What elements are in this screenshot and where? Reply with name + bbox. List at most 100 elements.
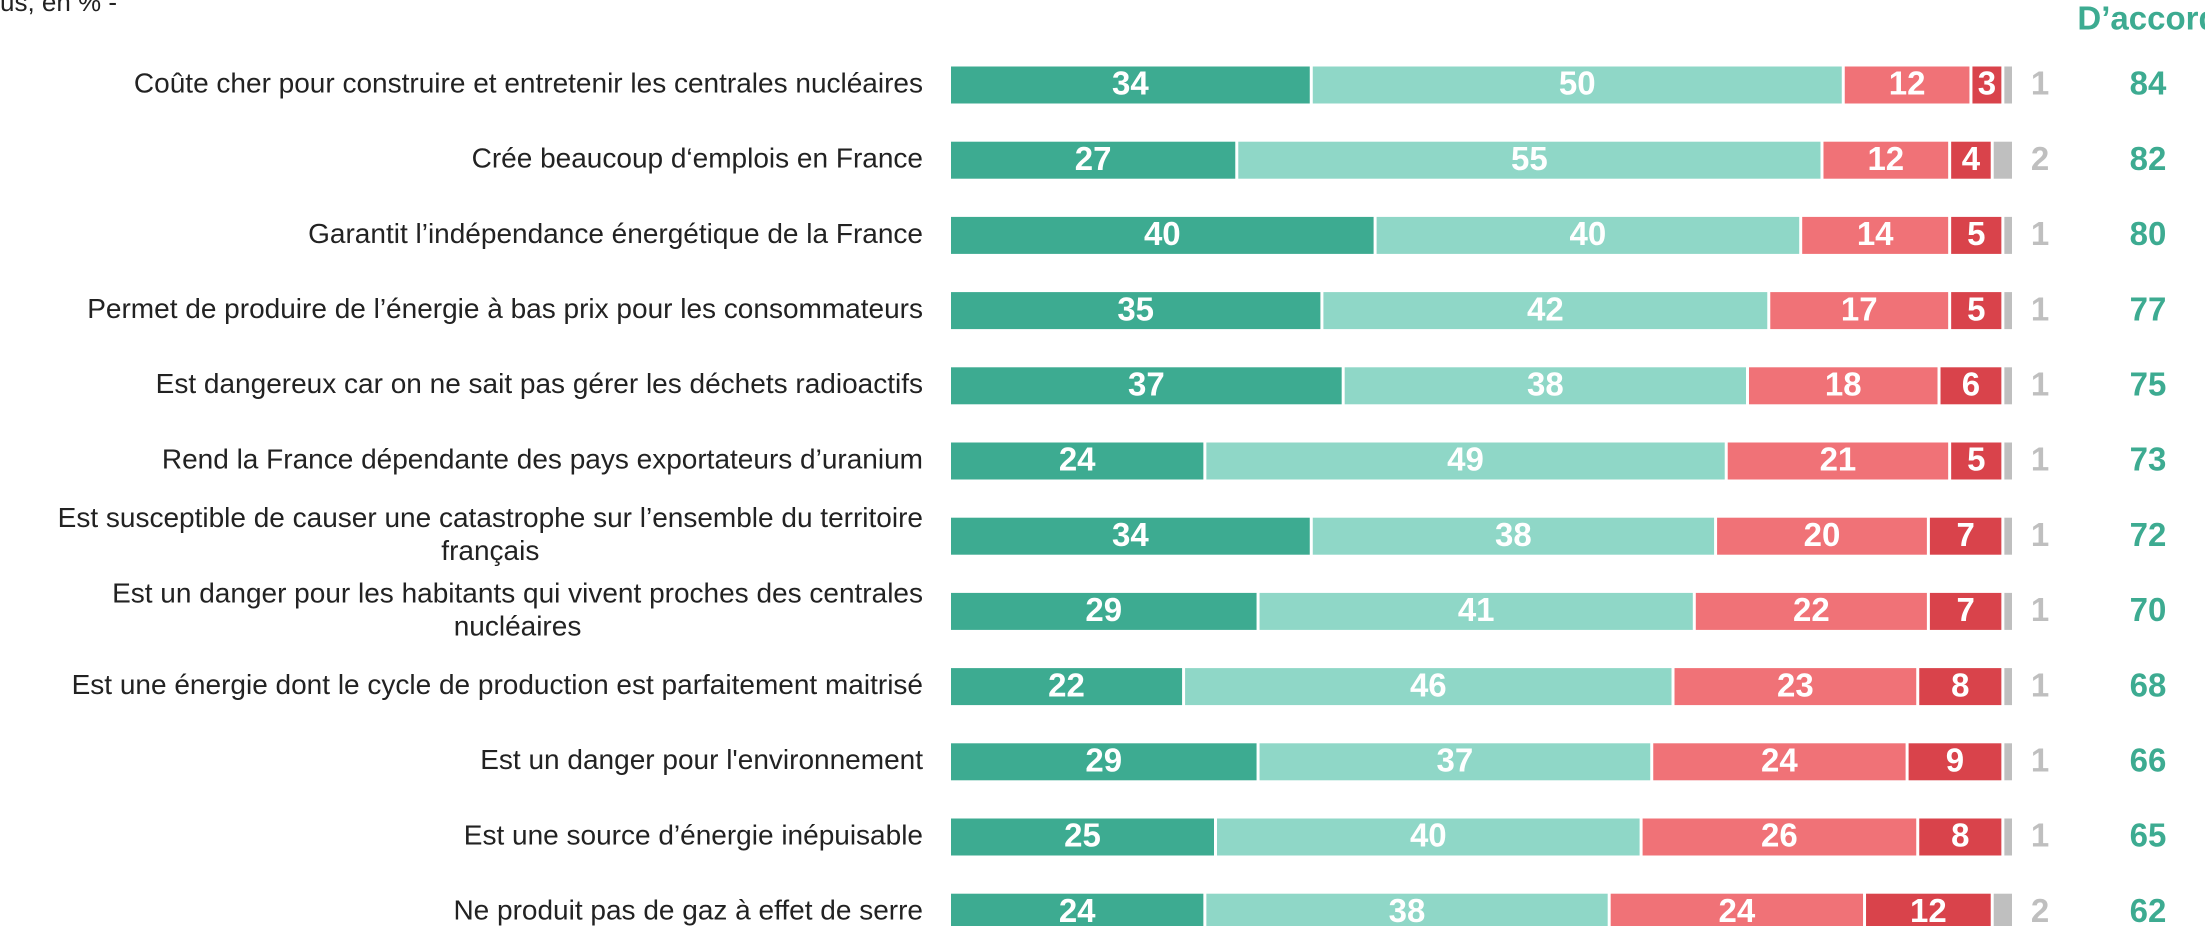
total-label: 68 (2130, 666, 2167, 703)
value-label: 34 (1112, 516, 1149, 553)
value-label: 26 (1761, 817, 1798, 854)
bar-segment (951, 668, 1183, 706)
value-label: 40 (1410, 817, 1447, 854)
bar-segment (951, 592, 1257, 630)
bar-segment (1993, 141, 2012, 179)
value-label: 38 (1527, 366, 1564, 403)
value-label: 38 (1495, 516, 1532, 553)
value-label: 42 (1527, 290, 1564, 327)
bar-segment (951, 292, 1321, 330)
value-label: 27 (1075, 140, 1112, 177)
category-label: Est une énergie dont le cycle de product… (72, 669, 923, 700)
category-label: Est un danger pour les habitants qui viv… (112, 578, 923, 642)
value-label: 22 (1048, 666, 1085, 703)
value-label: 8 (1951, 666, 1969, 703)
category-label: Crée beaucoup d‘emplois en France (472, 143, 923, 174)
bar-segment (1951, 216, 2002, 254)
total-label: 80 (2130, 215, 2167, 252)
total-label: 72 (2130, 516, 2167, 553)
bar-segment (951, 818, 1214, 856)
value-label: 40 (1144, 215, 1181, 252)
value-label: 8 (1951, 817, 1969, 854)
bar-segment (1185, 668, 1672, 706)
value-label: 46 (1410, 666, 1447, 703)
value-label: 18 (1825, 366, 1862, 403)
bar-segment (1642, 818, 1917, 856)
bar-segment (1749, 367, 1938, 405)
value-label: 12 (1867, 140, 1904, 177)
value-label: 37 (1437, 742, 1474, 779)
bar-segment (1919, 668, 2002, 706)
bar-segment (2004, 818, 2012, 856)
bar-segment (2004, 592, 2012, 630)
value-label: 21 (1820, 441, 1857, 478)
value-label: 14 (1857, 215, 1894, 252)
value-label: 25 (1064, 817, 1101, 854)
bar-segment (1770, 292, 1949, 330)
value-label: 35 (1117, 290, 1154, 327)
bar-segment (2004, 216, 2012, 254)
bar-segment (1312, 517, 1715, 555)
value-label: 24 (1719, 892, 1756, 926)
category-label: Garantit l’indépendance énergétique de l… (308, 218, 923, 249)
value-label: 5 (1967, 215, 1985, 252)
bar-segment (2004, 668, 2012, 706)
bar-segment (1993, 893, 2012, 926)
nsp-label: 1 (2031, 441, 2049, 478)
total-label: 62 (2130, 892, 2167, 926)
value-label: 23 (1777, 666, 1814, 703)
value-label: 22 (1793, 591, 1830, 628)
value-label: 38 (1389, 892, 1426, 926)
bar-segment (1674, 668, 1917, 706)
nsp-label: 1 (2031, 817, 2049, 854)
bar-segment (951, 141, 1236, 179)
value-label: 5 (1967, 290, 1985, 327)
nsp-label: 1 (2031, 366, 2049, 403)
total-label: 73 (2130, 441, 2167, 478)
nsp-label: 1 (2031, 215, 2049, 252)
bar-segment (951, 367, 1342, 405)
bar-segment (2004, 517, 2012, 555)
total-label: 77 (2130, 290, 2167, 327)
bar-segment (2004, 292, 2012, 330)
value-label: 49 (1447, 441, 1484, 478)
category-label: Coûte cher pour construire et entretenir… (134, 67, 923, 98)
nsp-label: 1 (2031, 65, 2049, 102)
bar-segment (1376, 216, 1800, 254)
bar-segment (951, 442, 1204, 480)
category-label: Permet de produire de l’énergie à bas pr… (87, 293, 923, 324)
category-label: Est un danger pour l'environnement (480, 744, 923, 775)
bar-segment (1344, 367, 1746, 405)
value-label: 37 (1128, 366, 1165, 403)
bar-segment (951, 517, 1310, 555)
value-label: 34 (1112, 65, 1149, 102)
value-label: 55 (1511, 140, 1548, 177)
bar-segment (1951, 141, 1991, 179)
value-label: 41 (1458, 591, 1495, 628)
value-label: 6 (1962, 366, 1980, 403)
value-label: 12 (1889, 65, 1926, 102)
nsp-label: 1 (2031, 666, 2049, 703)
bar-segment (1259, 592, 1693, 630)
value-label: 4 (1962, 140, 1981, 177)
bar-segment (1823, 141, 1949, 179)
value-label: 9 (1946, 742, 1964, 779)
category-label: Est dangereux car on ne sait pas gérer l… (156, 368, 923, 399)
bar-segment (1259, 743, 1651, 781)
nsp-label: 1 (2031, 591, 2049, 628)
bar-segment (1717, 517, 1927, 555)
bar-segment (2004, 66, 2012, 104)
bar-segment (2004, 743, 2012, 781)
value-label: 24 (1059, 892, 1096, 926)
bar-segment (1695, 592, 1927, 630)
bar-segment (1206, 893, 1608, 926)
bar-segment (1217, 818, 1640, 856)
bar-segment (1951, 442, 2002, 480)
value-label: 20 (1804, 516, 1841, 553)
total-title: D’accord (2077, 0, 2205, 37)
category-label: Rend la France dépendante des pays expor… (162, 443, 923, 474)
category-label: Est une source d’énergie inépuisable (464, 819, 923, 850)
bar-segment (1312, 66, 1842, 104)
bar-segment (951, 216, 1374, 254)
